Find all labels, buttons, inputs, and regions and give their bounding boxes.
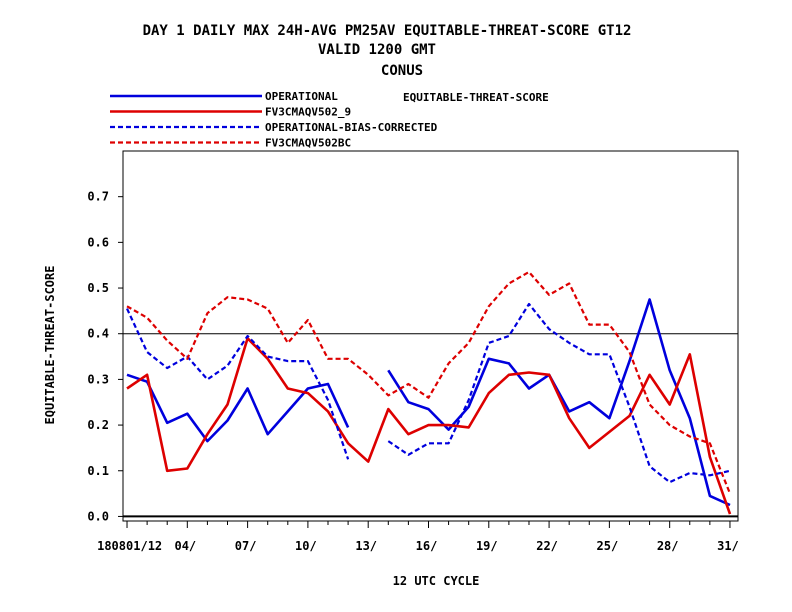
series-lines <box>126 270 732 515</box>
series-line-1-segment-0 <box>126 336 732 515</box>
legend-label-2: OPERATIONAL-BIAS-CORRECTED <box>265 121 438 134</box>
x-tick-label-6: 19/ <box>476 539 498 553</box>
x-tick-label-5: 16/ <box>416 539 438 553</box>
x-tick-label-7: 22/ <box>536 539 558 553</box>
title-line-2: VALID 1200 GMT <box>318 42 436 58</box>
x-tick-label-8: 25/ <box>597 539 619 553</box>
chart-title: DAY 1 DAILY MAX 24H-AVG PM25AV EQUITABLE… <box>143 23 632 79</box>
plot-frame <box>122 150 739 522</box>
y-tick-label-6: 0.6 <box>87 235 109 249</box>
y-tick-label-5: 0.5 <box>87 281 109 295</box>
y-tick-label-2: 0.2 <box>87 418 109 432</box>
legend-label-3: FV3CMAQV502BC <box>265 137 351 150</box>
y-axis: 0.0 0.1 0.2 0.3 0.4 0.5 0.6 0.7 <box>87 190 123 523</box>
x-tick-label-0: 01/12 <box>126 539 162 553</box>
x-tick-label-3: 10/ <box>295 539 317 553</box>
series-line-0-segment-0 <box>126 373 350 443</box>
y-tick-label-0: 0.0 <box>87 509 109 523</box>
title-line-1: DAY 1 DAILY MAX 24H-AVG PM25AV EQUITABLE… <box>143 23 632 39</box>
x-tick-label-2: 07/ <box>235 539 257 553</box>
legend-header: EQUITABLE-THREAT-SCORE <box>403 91 549 104</box>
y-axis-label: EQUITABLE-THREAT-SCORE <box>43 266 57 425</box>
x-tick-label-1: 04/ <box>174 539 196 553</box>
title-line-3: CONUS <box>381 63 423 79</box>
y-tick-label-4: 0.4 <box>87 327 109 341</box>
legend-label-0: OPERATIONAL <box>265 90 338 103</box>
x-axis: 1808 01/12 04/07/10/13/16/19/22/25/28/31/ <box>97 521 739 553</box>
series-line-3-segment-0 <box>126 270 732 495</box>
series-line-0-segment-1 <box>387 298 731 507</box>
series-line-2-segment-0 <box>126 308 350 460</box>
x-tick-label-10: 31/ <box>717 539 739 553</box>
reference-lines <box>123 333 738 518</box>
x-axis-label: 12 UTC CYCLE <box>393 574 480 588</box>
legend: EQUITABLE-THREAT-SCORE OPERATIONAL FV3CMA… <box>110 90 549 150</box>
y-tick-label-7: 0.7 <box>87 190 109 204</box>
x-tick-label-9: 28/ <box>657 539 679 553</box>
y-tick-label-1: 0.1 <box>87 464 109 478</box>
x-tick-label-4: 13/ <box>355 539 377 553</box>
x-start-label: 1808 <box>97 539 126 553</box>
series-line-2-segment-1 <box>387 302 731 484</box>
y-tick-label-3: 0.3 <box>87 372 109 386</box>
legend-label-1: FV3CMAQV502_9 <box>265 106 351 119</box>
